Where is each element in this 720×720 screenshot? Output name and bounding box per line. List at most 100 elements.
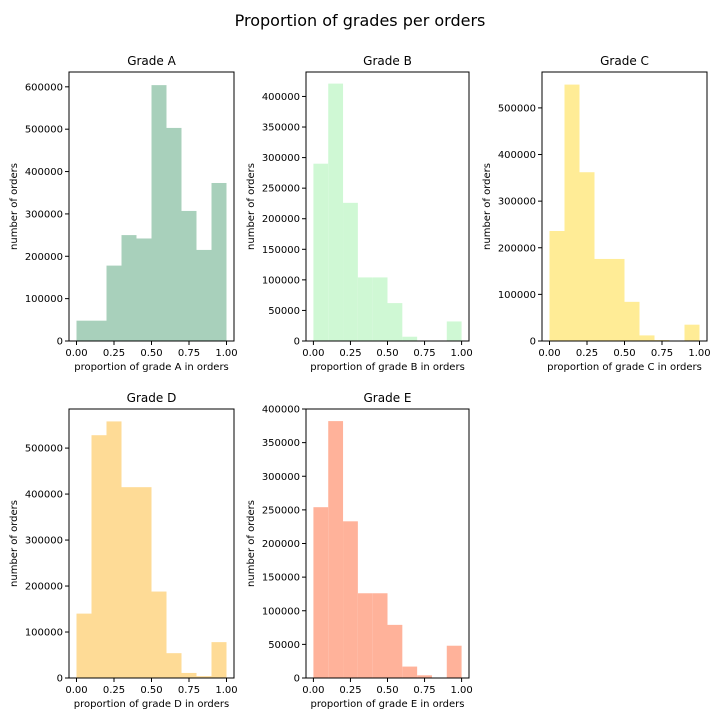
x-tick-label: 0.00	[302, 685, 324, 696]
x-tick-label: 0.25	[339, 348, 361, 359]
y-tick-label: 150000	[262, 245, 300, 256]
histogram-bar	[357, 277, 373, 341]
y-tick-label: 0	[57, 337, 63, 348]
y-axis-label: number of orders	[246, 500, 257, 587]
y-axis-label: number of orders	[246, 163, 257, 250]
y-axis-label: number of orders	[9, 163, 20, 250]
y-tick-label: 500000	[498, 103, 536, 114]
histogram-bar	[91, 320, 107, 341]
histogram-bar	[313, 507, 329, 678]
y-tick-label: 100000	[498, 290, 536, 301]
y-tick-label: 350000	[262, 438, 300, 449]
x-tick-label: 0.00	[65, 348, 87, 359]
histogram-bar	[446, 321, 462, 341]
y-tick-label: 200000	[262, 214, 300, 225]
y-tick-label: 200000	[25, 252, 63, 263]
subplot-3: 0.00 0.25 0.50 0.75 1.00 0 100000 200000 300000 4…	[482, 54, 711, 373]
y-tick-label: 100000	[25, 294, 63, 305]
histogram-bar	[181, 210, 197, 341]
x-tick-label: 0.50	[376, 685, 398, 696]
y-tick-label: 400000	[262, 92, 300, 103]
histogram-bar	[181, 672, 197, 678]
histogram-bar	[343, 521, 358, 678]
histogram-bar	[76, 320, 92, 341]
histogram-bar	[151, 85, 167, 341]
y-tick-label: 350000	[262, 123, 300, 134]
histogram-bar	[402, 666, 418, 678]
x-tick-label: 1.00	[688, 348, 710, 359]
y-tick-label: 300000	[25, 536, 63, 547]
x-tick-label: 0.50	[140, 685, 162, 696]
histogram-bar	[609, 258, 625, 341]
y-tick-label: 500000	[25, 444, 63, 455]
y-tick-label: 0	[530, 337, 536, 348]
histogram-bar	[387, 624, 403, 678]
y-tick-label: 200000	[25, 582, 63, 593]
figure-title: Proportion of grades per orders	[235, 11, 486, 30]
histogram-bar	[106, 421, 122, 678]
y-tick-label: 500000	[25, 125, 63, 136]
histogram-bar	[106, 265, 122, 341]
y-tick-label: 400000	[25, 167, 63, 178]
x-axis-label: proportion of grade E in orders	[310, 699, 464, 710]
subplot-2: 0.00 0.25 0.50 0.75 1.00 0 50000 100000 150000 20…	[246, 54, 473, 373]
histogram-bar	[579, 172, 595, 341]
x-tick-label: 0.50	[140, 348, 162, 359]
subplot-title: Grade E	[364, 391, 412, 405]
y-tick-label: 400000	[498, 150, 536, 161]
histogram-bar	[91, 435, 107, 678]
histogram-bar	[328, 83, 344, 342]
y-tick-label: 50000	[268, 640, 300, 651]
histogram-bar	[624, 301, 640, 341]
y-tick-label: 300000	[262, 153, 300, 164]
y-axis-label: number of orders	[482, 163, 493, 250]
y-tick-label: 0	[294, 674, 300, 685]
x-tick-label: 1.00	[450, 348, 472, 359]
subplot-title: Grade B	[363, 54, 412, 68]
x-tick-label: 0.25	[576, 348, 598, 359]
histogram-bar	[328, 421, 344, 678]
y-tick-label: 150000	[262, 573, 300, 584]
subplot-title: Grade D	[127, 391, 177, 405]
y-tick-label: 0	[57, 674, 63, 685]
y-tick-label: 200000	[262, 539, 300, 550]
x-tick-label: 0.75	[178, 685, 200, 696]
histogram-bar	[313, 163, 329, 341]
histogram-bar	[402, 336, 418, 341]
histogram-bar	[76, 613, 92, 678]
histogram-bar	[357, 593, 373, 678]
x-axis-label: proportion of grade A in orders	[74, 362, 229, 373]
x-tick-label: 1.00	[450, 685, 472, 696]
y-tick-label: 100000	[262, 275, 300, 286]
histogram-bar	[151, 591, 167, 678]
subplot-4: 0.00 0.25 0.50 0.75 1.00 0 100000 200000 300000 4…	[9, 391, 238, 710]
x-tick-label: 0.75	[413, 348, 435, 359]
y-tick-label: 100000	[25, 628, 63, 639]
y-tick-label: 300000	[25, 209, 63, 220]
histogram-bar	[211, 642, 227, 678]
histogram-bar	[387, 303, 403, 341]
x-tick-label: 1.00	[215, 348, 237, 359]
y-tick-label: 300000	[498, 197, 536, 208]
x-tick-label: 0.50	[613, 348, 635, 359]
histogram-bar	[166, 127, 182, 341]
x-axis-label: proportion of grade C in orders	[547, 362, 702, 373]
histogram-bar	[446, 645, 462, 678]
histogram-bar	[121, 487, 137, 678]
x-tick-label: 0.75	[178, 348, 200, 359]
histogram-bar	[211, 182, 227, 341]
x-tick-label: 0.00	[538, 348, 560, 359]
histogram-bar	[417, 675, 432, 678]
histogram-bar	[196, 249, 212, 341]
y-tick-label: 400000	[25, 490, 63, 501]
subplot-1: 0.00 0.25 0.50 0.75 1.00 0 100000 200000 300000 4…	[9, 54, 238, 373]
x-tick-label: 0.25	[103, 348, 125, 359]
y-tick-label: 200000	[498, 243, 536, 254]
y-tick-label: 100000	[262, 606, 300, 617]
x-tick-label: 0.25	[103, 685, 125, 696]
histogram-bar	[166, 653, 182, 678]
histogram-bar	[372, 277, 388, 341]
histogram-bar	[684, 324, 700, 341]
y-tick-label: 400000	[262, 405, 300, 416]
